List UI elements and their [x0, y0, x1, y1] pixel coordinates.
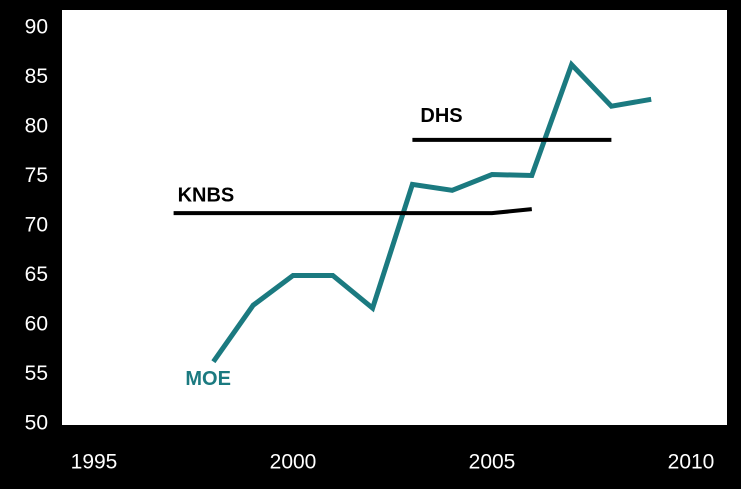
- series-line: [173, 207, 532, 216]
- y-tick-label: 70: [25, 214, 48, 237]
- series-label: MOE: [185, 368, 231, 390]
- y-tick-label: 60: [25, 313, 48, 336]
- y-tick-label: 55: [25, 362, 48, 385]
- x-tick-label: 2010: [668, 451, 715, 474]
- series-label: KNBS: [178, 184, 235, 206]
- y-tick-label: 90: [25, 16, 48, 39]
- y-tick-label: 50: [25, 412, 48, 435]
- y-tick-label: 80: [25, 115, 48, 138]
- y-tick-label: 65: [25, 263, 48, 286]
- series-label: DHS: [420, 105, 462, 127]
- x-tick-label: 1995: [71, 451, 118, 474]
- y-tick-label: 75: [25, 164, 48, 187]
- x-tick-label: 2000: [270, 451, 317, 474]
- y-tick-label: 85: [25, 65, 48, 88]
- series-line: [211, 59, 652, 364]
- x-tick-label: 2005: [469, 451, 516, 474]
- plot-area: [62, 10, 727, 425]
